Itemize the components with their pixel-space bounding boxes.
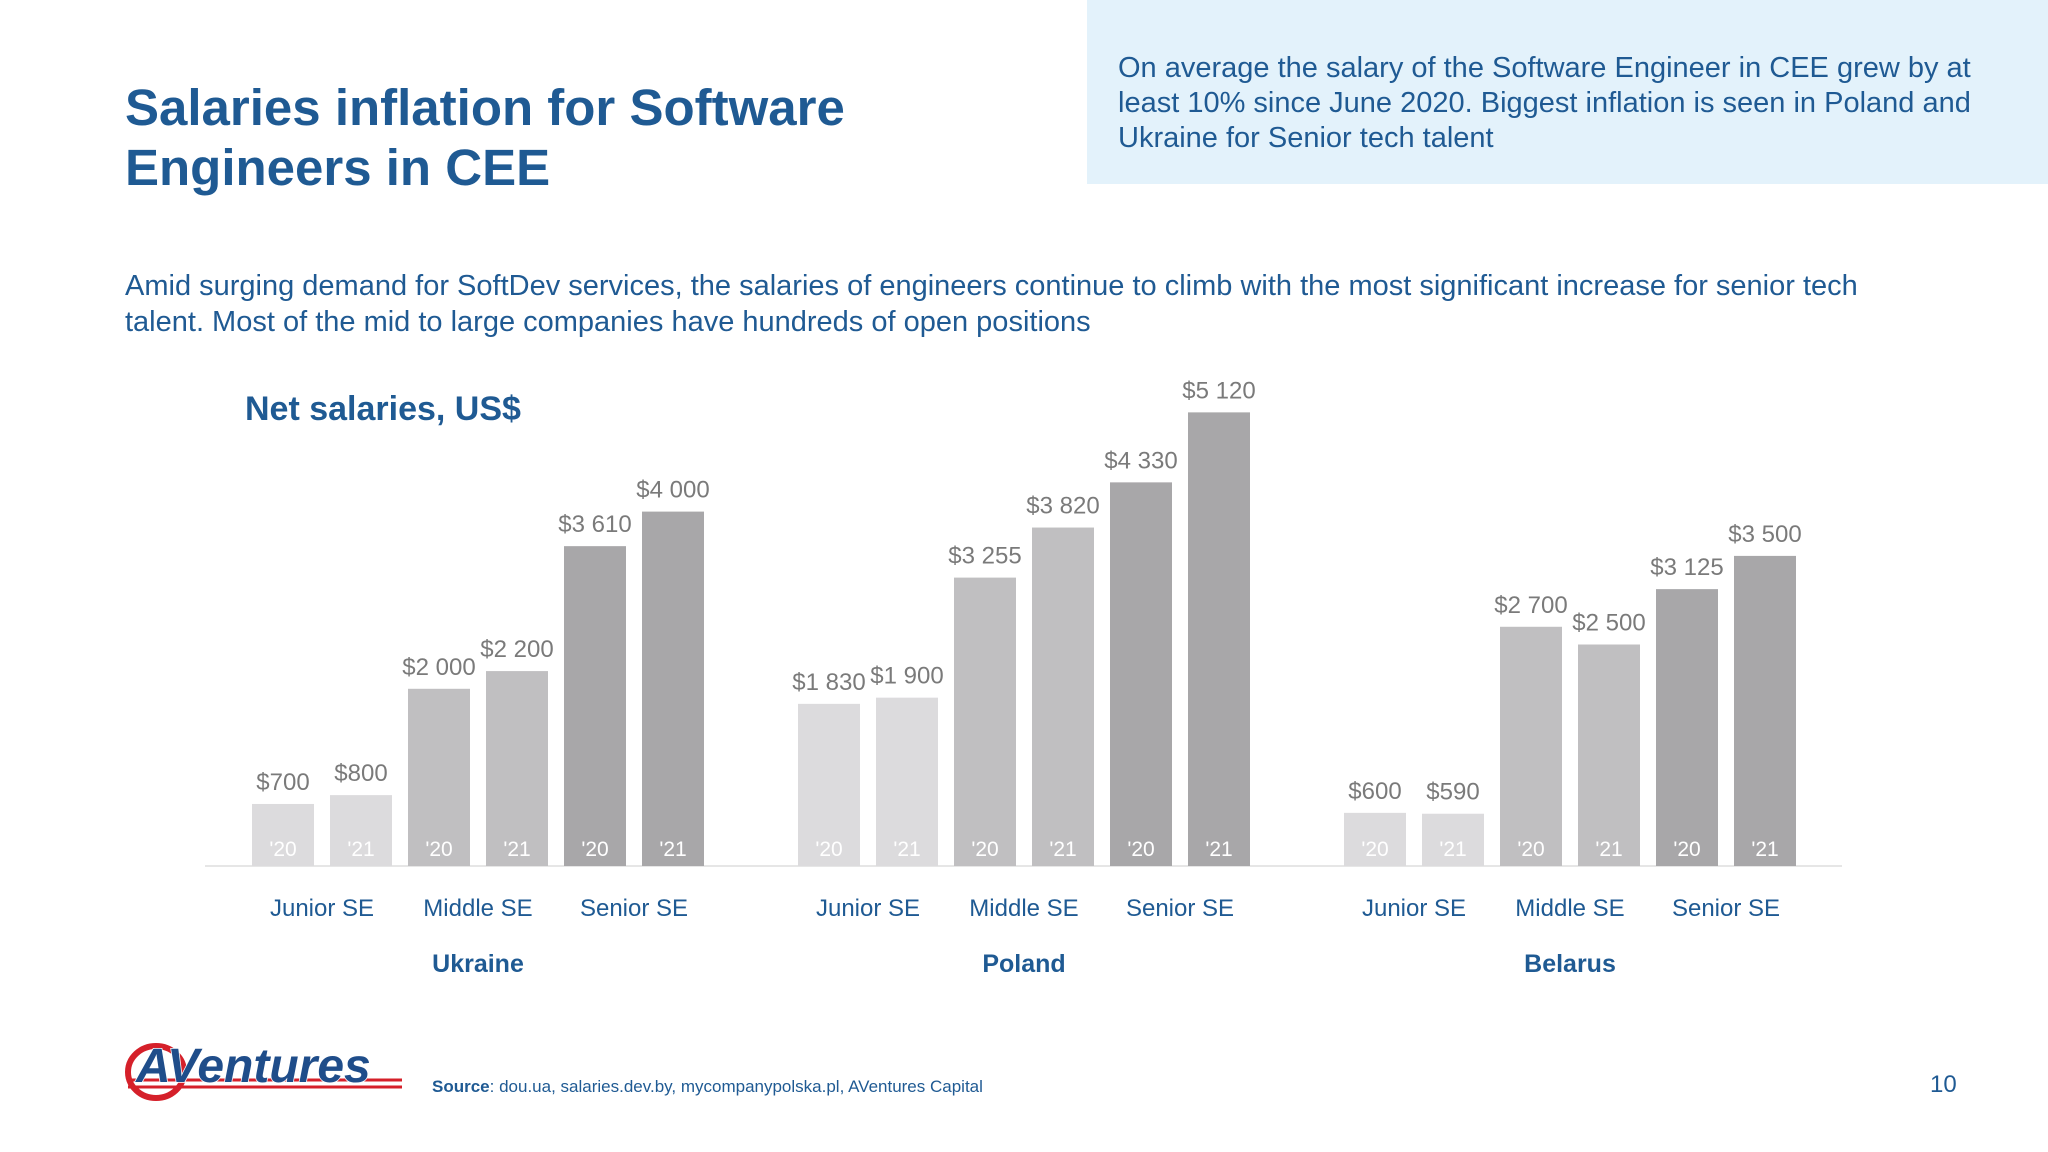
bar xyxy=(1656,589,1718,866)
bar-year-label: '20 xyxy=(581,838,608,861)
bar-year-label: '20 xyxy=(269,838,296,861)
country-axis-label: Poland xyxy=(982,950,1065,978)
bar-year-label: '21 xyxy=(659,838,686,861)
bar-year-label: '21 xyxy=(503,838,530,861)
bar xyxy=(954,577,1016,866)
page-title: Salaries inflation for Software Engineer… xyxy=(125,79,845,196)
bar-value-label: $590 xyxy=(1426,779,1479,806)
bar-value-label: $1 830 xyxy=(792,669,865,696)
bar-year-label: '20 xyxy=(815,838,842,861)
source-note: Source: dou.ua, salaries.dev.by, mycompa… xyxy=(432,1077,983,1097)
country-axis-label: Belarus xyxy=(1524,950,1616,978)
bar-value-label: $1 900 xyxy=(870,663,943,690)
level-axis-label: Senior SE xyxy=(1126,895,1234,922)
bar-value-label: $2 200 xyxy=(480,636,553,663)
level-axis-label: Junior SE xyxy=(1362,895,1466,922)
bar xyxy=(1578,644,1640,866)
bar xyxy=(564,546,626,866)
bar-value-label: $4 330 xyxy=(1104,447,1177,474)
bar xyxy=(1188,412,1250,866)
bar-year-label: '21 xyxy=(1595,838,1622,861)
bar-value-label: $2 700 xyxy=(1494,592,1567,619)
bar-value-label: $3 500 xyxy=(1728,521,1801,548)
callout-text: On average the salary of the Software En… xyxy=(1118,52,1971,154)
logo-ring-icon xyxy=(125,1043,187,1101)
bar-value-label: $2 500 xyxy=(1572,610,1645,637)
bar-year-label: '21 xyxy=(1049,838,1076,861)
logo-text: AVentures xyxy=(135,1040,371,1093)
bar-year-label: '20 xyxy=(971,838,998,861)
bar-value-label: $3 255 xyxy=(948,543,1021,570)
bar xyxy=(1032,527,1094,866)
level-axis-label: Middle SE xyxy=(423,895,532,922)
bar xyxy=(252,803,314,866)
page-subtitle: Amid surging demand for SoftDev services… xyxy=(125,270,1858,338)
chart-title: Net salaries, US$ xyxy=(245,390,521,428)
bar-value-label: $2 000 xyxy=(402,654,475,681)
bar-year-label: '20 xyxy=(425,838,452,861)
level-axis-label: Middle SE xyxy=(969,895,1078,922)
bar-year-label: '20 xyxy=(1673,838,1700,861)
level-axis-label: Middle SE xyxy=(1515,895,1624,922)
country-axis-label: Ukraine xyxy=(432,950,524,978)
bar xyxy=(1422,813,1484,866)
bar-value-label: $4 000 xyxy=(636,477,709,504)
bar-value-label: $3 820 xyxy=(1026,493,1099,520)
level-axis-label: Junior SE xyxy=(816,895,920,922)
bar-year-label: '21 xyxy=(347,838,374,861)
bar xyxy=(642,511,704,866)
bar-value-label: $600 xyxy=(1348,778,1401,805)
bar xyxy=(798,703,860,866)
bar-value-label: $800 xyxy=(334,760,387,787)
bar xyxy=(1110,482,1172,866)
bar-year-label: '20 xyxy=(1127,838,1154,861)
level-axis-label: Senior SE xyxy=(580,895,688,922)
page-number: 10 xyxy=(1930,1071,1957,1098)
bar-year-label: '20 xyxy=(1361,838,1388,861)
bar-year-label: '21 xyxy=(1751,838,1778,861)
bar xyxy=(408,688,470,866)
source-text: : dou.ua, salaries.dev.by, mycompanypols… xyxy=(489,1077,983,1096)
aventures-logo: AVentures xyxy=(125,1040,402,1101)
bar xyxy=(876,697,938,866)
bar-value-label: $700 xyxy=(256,769,309,796)
source-label: Source xyxy=(432,1077,490,1096)
bar-year-label: '21 xyxy=(1439,838,1466,861)
bar xyxy=(486,671,548,866)
bar xyxy=(330,795,392,866)
bar-value-label: $3 125 xyxy=(1650,554,1723,581)
bar-year-label: '20 xyxy=(1517,838,1544,861)
bar-year-label: '21 xyxy=(893,838,920,861)
bar xyxy=(1500,626,1562,866)
level-axis-label: Junior SE xyxy=(270,895,374,922)
bar-year-label: '21 xyxy=(1205,838,1232,861)
callout-box: On average the salary of the Software En… xyxy=(1087,0,2048,184)
bar xyxy=(1344,812,1406,866)
bar-value-label: $5 120 xyxy=(1182,377,1255,404)
level-axis-label: Senior SE xyxy=(1672,895,1780,922)
bar xyxy=(1734,555,1796,866)
bar-value-label: $3 610 xyxy=(558,511,631,538)
